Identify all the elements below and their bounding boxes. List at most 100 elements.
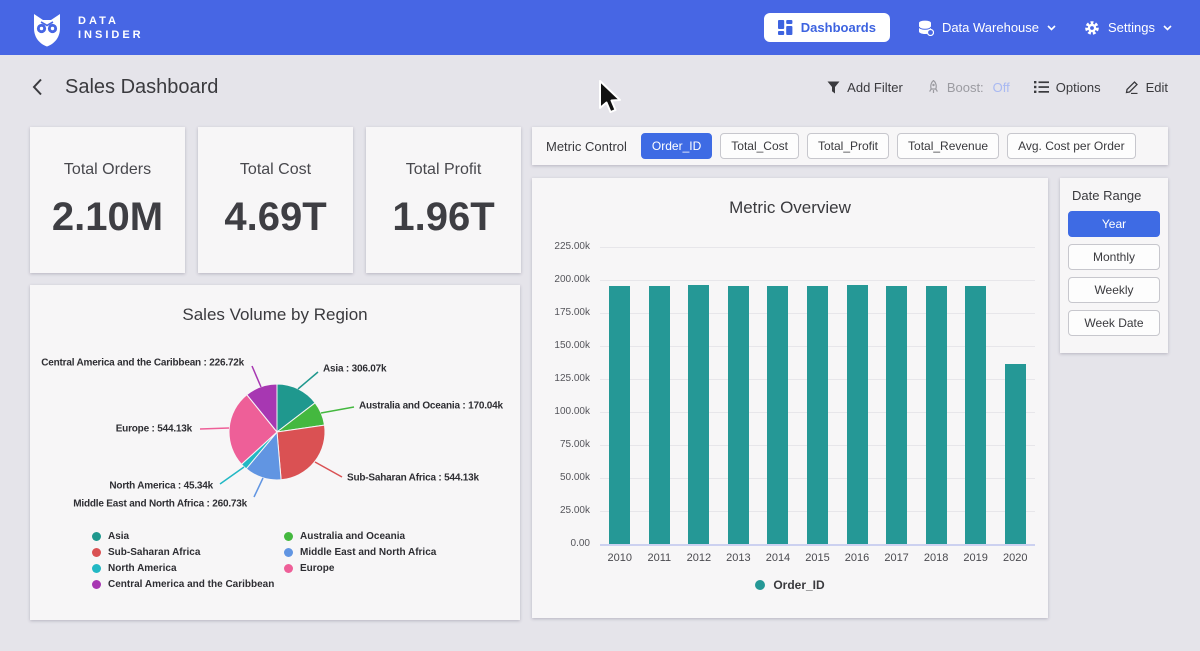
- bar-2017[interactable]: [886, 286, 907, 544]
- kpi-card-total-orders: Total Orders2.10M: [30, 127, 185, 273]
- legend-label: Middle East and North Africa: [300, 547, 436, 558]
- boost-label: Boost:: [947, 80, 984, 95]
- edit-button[interactable]: Edit: [1125, 80, 1168, 95]
- nav-settings-menu[interactable]: Settings: [1084, 20, 1172, 36]
- pie-leader-line: [252, 366, 261, 387]
- bar-chart-title: Metric Overview: [532, 198, 1048, 218]
- pie-leader-line: [298, 372, 318, 389]
- x-axis-tick-label: 2019: [956, 552, 996, 564]
- metric-control-bar: Metric Control Order_IDTotal_CostTotal_P…: [532, 127, 1168, 165]
- x-axis-tick-label: 2015: [798, 552, 838, 564]
- chevron-left-icon: [32, 78, 43, 96]
- legend-dot: [284, 532, 293, 541]
- x-axis-tick-label: 2016: [837, 552, 877, 564]
- metric-overview-chart-card: Metric Overview 0.0025.00k50.00k75.00k10…: [532, 178, 1048, 618]
- pie-legend-item-sub-saharan-africa[interactable]: Sub-Saharan Africa: [92, 547, 284, 558]
- pie-slice-label-australia-and-oceania: Australia and Oceania : 170.04k: [359, 401, 503, 412]
- pie-legend-item-north-america[interactable]: North America: [92, 563, 284, 574]
- y-axis-tick-label: 150.00k: [534, 340, 590, 351]
- legend-dot: [92, 548, 101, 557]
- legend-dot: [755, 580, 765, 590]
- legend-dot: [92, 532, 101, 541]
- pie-leader-line: [315, 462, 342, 477]
- gear-icon: [1084, 20, 1100, 36]
- legend-label: Sub-Saharan Africa: [108, 547, 200, 558]
- pie-legend-item-australia-and-oceania[interactable]: Australia and Oceania: [284, 531, 436, 542]
- metric-button-order-id[interactable]: Order_ID: [641, 133, 712, 159]
- filter-funnel-icon: [827, 81, 840, 94]
- bar-2014[interactable]: [767, 286, 788, 544]
- bar-2012[interactable]: [688, 285, 709, 544]
- bar-2020[interactable]: [1005, 364, 1026, 544]
- rocket-icon: [927, 80, 940, 94]
- page-title: Sales Dashboard: [65, 76, 218, 99]
- chevron-down-icon: [1047, 25, 1056, 31]
- legend-label: Central America and the Caribbean: [108, 579, 274, 590]
- bar-2013[interactable]: [728, 286, 749, 544]
- date-range-button-week-date[interactable]: Week Date: [1068, 310, 1160, 336]
- boost-state: Off: [993, 80, 1010, 95]
- metric-button-total-revenue[interactable]: Total_Revenue: [897, 133, 999, 159]
- bar-2015[interactable]: [807, 286, 828, 544]
- x-axis-tick-label: 2011: [639, 552, 679, 564]
- kpi-value: 2.10M: [30, 195, 185, 240]
- pie-slice-label-asia: Asia : 306.07k: [323, 364, 386, 375]
- brand-name: DATA INSIDER: [78, 14, 144, 42]
- add-filter-button[interactable]: Add Filter: [827, 80, 903, 95]
- kpi-value: 1.96T: [366, 195, 521, 240]
- legend-dot: [92, 564, 101, 573]
- pie-legend-item-europe[interactable]: Europe: [284, 563, 436, 574]
- legend-dot: [284, 548, 293, 557]
- pie-legend-item-middle-east-and-north-africa[interactable]: Middle East and North Africa: [284, 547, 436, 558]
- date-range-button-weekly[interactable]: Weekly: [1068, 277, 1160, 303]
- x-axis-line: [600, 544, 1035, 546]
- bar-chart-legend-item[interactable]: Order_ID: [532, 578, 1048, 592]
- date-range-button-year[interactable]: Year: [1068, 211, 1160, 237]
- x-axis-tick-label: 2012: [679, 552, 719, 564]
- gridline: [600, 280, 1035, 281]
- bar-legend-label: Order_ID: [773, 578, 824, 592]
- database-icon: [918, 20, 934, 36]
- chevron-down-icon: [1163, 25, 1172, 31]
- page-header: Sales Dashboard Add Filter Boost: Off Opt…: [0, 55, 1200, 119]
- y-axis-tick-label: 25.00k: [534, 505, 590, 516]
- kpi-card-total-cost: Total Cost4.69T: [198, 127, 353, 273]
- nav-settings-label: Settings: [1108, 20, 1155, 35]
- bar-2016[interactable]: [847, 285, 868, 544]
- pie-legend-item-asia[interactable]: Asia: [92, 531, 284, 542]
- y-axis-tick-label: 75.00k: [534, 439, 590, 450]
- kpi-label: Total Cost: [198, 161, 353, 179]
- x-axis-tick-label: 2018: [916, 552, 956, 564]
- bar-2011[interactable]: [649, 286, 670, 544]
- back-button[interactable]: [32, 78, 43, 96]
- pie-slice-label-sub-saharan-africa: Sub-Saharan Africa : 544.13k: [347, 473, 479, 484]
- x-axis-tick-label: 2013: [718, 552, 758, 564]
- date-range-panel: Date Range YearMonthlyWeeklyWeek Date: [1060, 178, 1168, 353]
- pie-slice-label-north-america: North America : 45.34k: [109, 481, 213, 492]
- metric-button-total-cost[interactable]: Total_Cost: [720, 133, 799, 159]
- bar-2018[interactable]: [926, 286, 947, 544]
- legend-dot: [284, 564, 293, 573]
- brand: DATA INSIDER: [28, 9, 144, 47]
- boost-toggle[interactable]: Boost: Off: [927, 80, 1010, 95]
- legend-label: Europe: [300, 563, 334, 574]
- owl-logo-icon: [28, 9, 66, 47]
- bar-2019[interactable]: [965, 286, 986, 544]
- nav-dashboards-button[interactable]: Dashboards: [764, 13, 890, 42]
- x-axis-tick-label: 2014: [758, 552, 798, 564]
- nav-data-warehouse-menu[interactable]: Data Warehouse: [918, 20, 1056, 36]
- pie-leader-line: [200, 428, 229, 429]
- options-button[interactable]: Options: [1034, 80, 1101, 95]
- pie-legend-item-central-america-and-the-caribbean[interactable]: Central America and the Caribbean: [92, 579, 284, 590]
- date-range-button-monthly[interactable]: Monthly: [1068, 244, 1160, 270]
- y-axis-tick-label: 175.00k: [534, 307, 590, 318]
- pie-leader-line: [254, 478, 263, 497]
- bar-2010[interactable]: [609, 286, 630, 544]
- metric-button-avg-cost-per-order[interactable]: Avg. Cost per Order: [1007, 133, 1136, 159]
- y-axis-tick-label: 0.00: [534, 538, 590, 549]
- metric-button-total-profit[interactable]: Total_Profit: [807, 133, 889, 159]
- pie-legend: AsiaAustralia and Oceania Sub-Saharan Afr…: [92, 531, 436, 590]
- pie-slice-sub-saharan-africa[interactable]: [277, 425, 325, 480]
- nav-data-warehouse-label: Data Warehouse: [942, 20, 1039, 35]
- y-axis-tick-label: 225.00k: [534, 241, 590, 252]
